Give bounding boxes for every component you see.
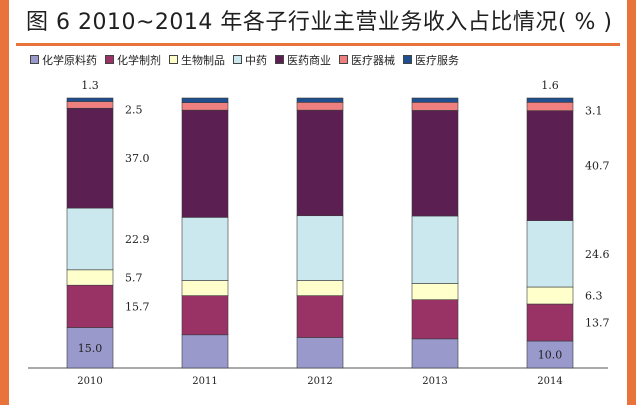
data-label: 15.0 [78, 342, 103, 355]
legend-label: 生物制品 [181, 54, 225, 67]
bar-segment [66, 97, 114, 102]
legend-label: 中药 [245, 54, 267, 67]
bar-segment [181, 109, 229, 218]
bar-segment [526, 97, 574, 103]
legend-label: 化学制剂 [117, 54, 161, 67]
bar-segment [411, 97, 459, 103]
data-label: 10.0 [538, 349, 563, 362]
legend-label: 医疗器械 [351, 54, 395, 67]
bar-segment [411, 299, 459, 340]
left-accent-bar [0, 0, 9, 405]
legend-label: 化学原料药 [42, 54, 97, 67]
bar-segment [66, 207, 114, 271]
data-label: 24.6 [585, 248, 610, 261]
legend-swatch [169, 54, 178, 64]
bar-segment [296, 295, 344, 338]
legend-item: 医疗服务 [403, 52, 459, 68]
legend-swatch [105, 54, 114, 64]
legend-swatch [233, 54, 242, 64]
bar-segment [66, 284, 114, 328]
bar-segment [296, 215, 344, 281]
right-accent-bar [627, 0, 636, 405]
chart-legend: 化学原料药 化学制剂 生物制品 中药 医药商业 医疗器械 医疗服务 [30, 52, 620, 70]
bar-segment [181, 334, 229, 369]
bar-segment [411, 283, 459, 300]
bar-segment [526, 286, 574, 305]
data-label: 15.7 [125, 300, 150, 313]
legend-item: 医药商业 [275, 52, 331, 68]
bar-segment [181, 97, 229, 103]
bar-segment [181, 217, 229, 281]
legend-label: 医疗服务 [415, 54, 459, 67]
legend-swatch [275, 54, 284, 64]
bar-segment [411, 215, 459, 284]
x-tick-label: 2010 [77, 376, 102, 387]
bar-segment [296, 337, 344, 369]
data-label: 1.3 [81, 79, 99, 92]
bar-segment [411, 102, 459, 111]
chart-title: 图 6 2010~2014 年各子行业主营业务收入占比情况( % ) [26, 10, 613, 35]
data-label: 2.5 [125, 104, 143, 117]
bar-segment [66, 269, 114, 286]
bar-segment [526, 303, 574, 342]
legend-item: 中药 [233, 52, 267, 68]
bar-segment [181, 295, 229, 336]
data-label: 40.7 [585, 160, 610, 173]
bar-segment [296, 102, 344, 111]
data-label: 13.7 [585, 317, 610, 330]
bar-segment [181, 102, 229, 111]
bar-segment [411, 110, 459, 217]
data-label: 5.7 [125, 272, 143, 285]
legend-label: 医药商业 [287, 54, 331, 67]
bar-segment [526, 102, 574, 111]
data-label: 1.6 [541, 79, 559, 92]
bar-segment [181, 280, 229, 296]
x-tick-label: 2012 [307, 376, 332, 387]
bar-segment [526, 110, 574, 221]
data-label: 37.0 [125, 152, 150, 165]
bar-segment [526, 220, 574, 288]
bar-segment [411, 338, 459, 369]
title-underline [16, 43, 620, 46]
legend-swatch [30, 54, 39, 64]
bar-segment [66, 327, 114, 369]
legend-item: 生物制品 [169, 52, 225, 68]
legend-item: 化学原料药 [30, 52, 97, 68]
data-label: 3.1 [585, 104, 603, 117]
legend-item: 化学制剂 [105, 52, 161, 68]
bar-segment [66, 101, 114, 109]
x-tick-label: 2011 [192, 376, 217, 387]
data-label: 22.9 [125, 233, 150, 246]
bar-segment [296, 280, 344, 296]
x-tick-label: 2014 [537, 376, 562, 387]
bar-segment [66, 107, 114, 209]
legend-swatch [403, 54, 412, 64]
x-tick-label: 2013 [422, 376, 447, 387]
bar-segment [296, 97, 344, 103]
legend-item: 医疗器械 [339, 52, 395, 68]
legend-swatch [339, 54, 348, 64]
data-label: 6.3 [585, 290, 603, 303]
bar-segment [296, 109, 344, 217]
